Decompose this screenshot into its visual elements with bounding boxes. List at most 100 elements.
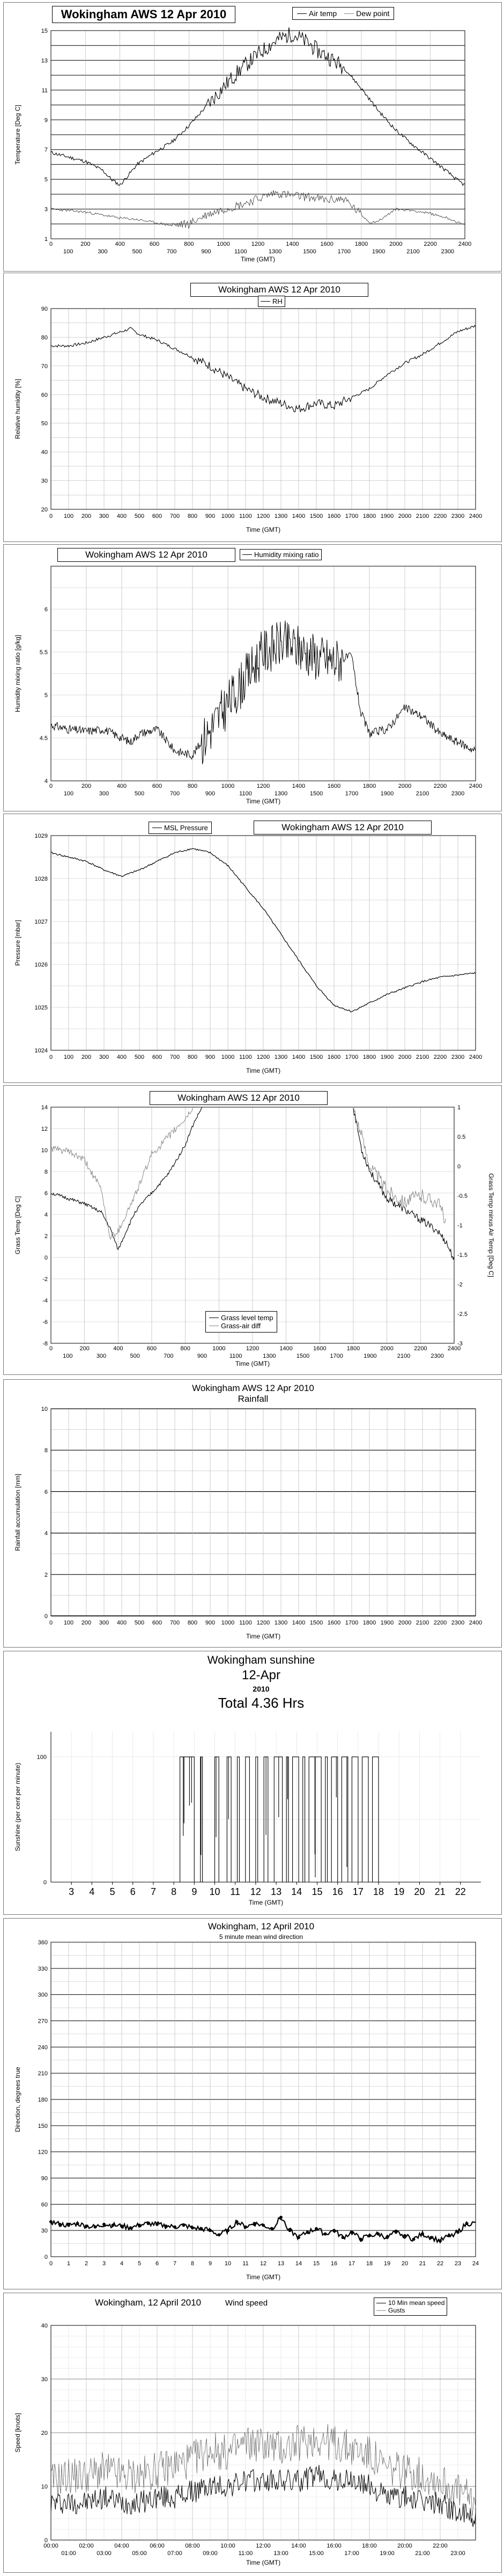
wind_dir-plot-frame [50,1942,476,2257]
wind_dir-xtick-22: 22 [437,2260,443,2267]
wind_speed-ytick-4: 40 [41,2323,48,2329]
temp-xtick-0: 100 [63,248,73,255]
temp-xtick-top-9: 1800 [355,241,368,247]
grass-xtick-top-6: 1200 [246,1345,259,1352]
rain-ylabel: Rainfall accumulation [mm] [14,1474,21,1551]
wind_dir-point-1 [58,2222,62,2226]
wind_dir-xtick-10: 10 [225,2260,231,2267]
legend-rh: RH [272,297,283,305]
legend-grass-level-temp: Grass level temp [221,1314,273,1322]
hmr-ytick-2: 5 [45,692,48,699]
grass-xtick-10: 2100 [397,1353,410,1359]
wind_dir-xtick-3: 3 [102,2260,106,2267]
hmr-xtick-10: 2100 [416,791,429,797]
wind_speed-plot-frame [50,2325,476,2541]
pressure-xtick-9: 900 [205,1054,215,1060]
pressure-xtick-4: 400 [117,1054,127,1060]
grass-ytick-right-4: -1 [457,1223,463,1229]
rain-xtick-2: 200 [81,1620,91,1626]
pressure-ytick-2: 1026 [35,962,48,968]
hmr-xtick-8: 1700 [345,791,358,797]
wind_dir-point-15 [182,2223,186,2227]
temp-xtick-top-4: 800 [184,241,194,247]
grass-xtick-top-3: 600 [147,1345,157,1352]
temp-xtick-top-11: 2200 [424,241,436,247]
temp-ytick-6: 13 [41,57,48,64]
wind_dir-point-18 [209,2229,212,2233]
grass-xtick-top-10: 2000 [380,1345,393,1352]
wind_dir-point-39 [394,2230,398,2234]
rain-ytick-3: 6 [45,1489,48,1495]
wind_speed-xtick-top-9: 18:00 [362,2543,377,2549]
rain-xtick-12: 1200 [257,1620,270,1626]
pressure-ytick-3: 1027 [35,919,48,925]
rain-xlabel: Time (GMT) [246,1633,280,1640]
rh-xtick-7: 700 [170,513,180,519]
temperature-chart-panel: 1 3 5 7 9 11 13 15 0 200 400 600 800 1000 1200 1400 1600… [3,2,502,272]
temp-xtick-top-8: 1600 [320,241,333,247]
rainfall-chart-title-block: Wokingham AWS 12 Apr 2010 Rainfall [138,1383,368,1404]
hmr-xlabel: Time (GMT) [246,797,280,805]
mixing-ratio-chart-svg: 4 4.5 5 5.5 6 0 200 400 600 800 1000 1200 1400 1600 18… [14,566,482,805]
wind-speed-chart-panel: 0 10 20 30 40 00:00 02:00 04:00 06:00 08:00 10:00 1… [3,2293,502,2573]
temp-xtick-5: 1100 [234,248,247,255]
temp-xtick-top-12: 2400 [458,241,471,247]
mixing-ratio-legend: Humidity mixing ratio [240,549,322,560]
sun-ylabel: Sunshine (per cent per minute) [14,1763,21,1851]
wind_dir-point-47 [465,2222,469,2226]
mixing-ratio-chart-panel: 4 4.5 5 5.5 6 0 200 400 600 800 1000 1200 1400 1600 18… [3,544,502,811]
rain-xtick-14: 1400 [292,1620,305,1626]
pressure-xtick-18: 1800 [363,1054,376,1060]
rh-xtick-1: 100 [64,513,73,519]
wind_speed-series-mean-speed [50,2465,476,2527]
pressure-ylabel: Pressure [mbar] [14,920,21,965]
grass-temp-chart-title: Wokingham AWS 12 Apr 2010 [150,1091,328,1105]
wind_speed-xtick-top-6: 12:00 [256,2543,271,2549]
grass-xtick-8: 1700 [330,1353,343,1359]
temperature-chart-title: Wokingham AWS 12 Apr 2010 [52,6,235,23]
sunshine-chart-title: Wokingham sunshine [207,1654,315,1666]
rain-ytick-0: 0 [45,1613,48,1620]
wind_speed-xtick-bottom-3: 07:00 [167,2550,182,2557]
wind_dir-point-34 [350,2230,353,2234]
sun-xtick-12: 15 [312,1886,322,1897]
grass-series-grass-temp-evening [353,1108,454,1260]
rainfall-chart-title: Wokingham AWS 12 Apr 2010 [192,1383,314,1393]
sunshine-chart-date: 12-Apr [241,1668,281,1682]
hmr-xtick-top-5: 1000 [221,783,234,789]
hmr-ytick-0: 4 [45,778,48,785]
wind_dir-xtick-7: 7 [173,2260,176,2267]
pressure-xtick-23: 2300 [451,1054,464,1060]
rh-ytick-0: 20 [41,507,48,513]
grass-xtick-5: 1100 [229,1353,242,1359]
grass-ytick-right-6: 0 [457,1163,461,1170]
wind_dir-point-26 [279,2215,283,2219]
grass-xtick-7: 1500 [297,1353,309,1359]
grass-xtick-top-8: 1600 [313,1345,326,1352]
hmr-xtick-top-12: 2400 [469,783,482,789]
rh-ytick-3: 50 [41,421,48,427]
pressure-xlabel: Time (GMT) [246,1067,280,1074]
grass-ytick-right-5: -0.5 [457,1193,468,1199]
rh-ytick-7: 90 [41,306,48,312]
wind_speed-xlabel: Time (GMT) [246,2559,280,2566]
temp-xtick-top-0: 0 [49,241,53,247]
grass-plot-frame [50,1107,455,1344]
grass-ytick-7: 6 [45,1190,48,1197]
hmr-xtick-top-0: 0 [49,783,53,789]
wind_dir-xtick-15: 15 [313,2260,320,2267]
wind-speed-chart-subtitle: Wind speed [225,2299,268,2308]
wind-speed-chart-title: Wokingham, 12 April 2010 [95,2297,202,2308]
rain-xtick-5: 500 [135,1620,144,1626]
wind_dir-point-33 [341,2236,345,2240]
sun-xtick-15: 18 [373,1886,384,1897]
wind_dir-ytick-0: 0 [45,2254,48,2260]
legend-gusts: Gusts [388,2307,405,2314]
sun-xtick-2: 5 [110,1886,115,1897]
legend-msl-pressure: MSL Pressure [164,824,208,832]
rh-xtick-18: 1800 [363,513,376,519]
grass-xtick-top-5: 1000 [212,1345,225,1352]
hmr-xtick-1: 300 [99,791,109,797]
